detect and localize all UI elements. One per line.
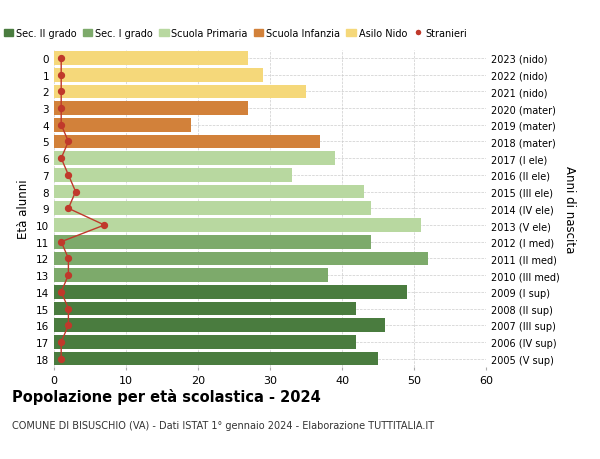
Point xyxy=(64,172,73,179)
Bar xyxy=(54,168,292,182)
Point xyxy=(71,189,80,196)
Point xyxy=(56,289,66,296)
Bar xyxy=(54,202,371,216)
Point xyxy=(56,105,66,112)
Point xyxy=(56,122,66,129)
Point xyxy=(64,255,73,263)
Point xyxy=(64,305,73,313)
Bar xyxy=(54,119,191,132)
Point xyxy=(56,355,66,363)
Bar xyxy=(54,319,385,332)
Point xyxy=(56,339,66,346)
Point xyxy=(64,139,73,146)
Y-axis label: Età alunni: Età alunni xyxy=(17,179,31,239)
Bar xyxy=(54,252,428,266)
Bar xyxy=(54,235,371,249)
Bar xyxy=(54,285,407,299)
Legend: Sec. II grado, Sec. I grado, Scuola Primaria, Scuola Infanzia, Asilo Nido, Stran: Sec. II grado, Sec. I grado, Scuola Prim… xyxy=(0,25,471,43)
Point xyxy=(64,322,73,329)
Bar xyxy=(54,152,335,166)
Bar xyxy=(54,52,248,66)
Bar xyxy=(54,135,320,149)
Bar xyxy=(54,85,306,99)
Point xyxy=(56,55,66,62)
Bar xyxy=(54,269,328,282)
Bar xyxy=(54,185,364,199)
Point xyxy=(56,72,66,79)
Text: Popolazione per età scolastica - 2024: Popolazione per età scolastica - 2024 xyxy=(12,388,321,404)
Bar xyxy=(54,302,356,316)
Point xyxy=(64,205,73,213)
Bar xyxy=(54,102,248,116)
Bar xyxy=(54,336,356,349)
Bar xyxy=(54,352,378,366)
Point xyxy=(56,155,66,162)
Point xyxy=(56,239,66,246)
Point xyxy=(100,222,109,229)
Point xyxy=(64,272,73,279)
Point xyxy=(56,89,66,96)
Y-axis label: Anni di nascita: Anni di nascita xyxy=(563,165,576,252)
Bar xyxy=(54,218,421,232)
Bar xyxy=(54,69,263,82)
Text: COMUNE DI BISUSCHIO (VA) - Dati ISTAT 1° gennaio 2024 - Elaborazione TUTTITALIA.: COMUNE DI BISUSCHIO (VA) - Dati ISTAT 1°… xyxy=(12,420,434,430)
